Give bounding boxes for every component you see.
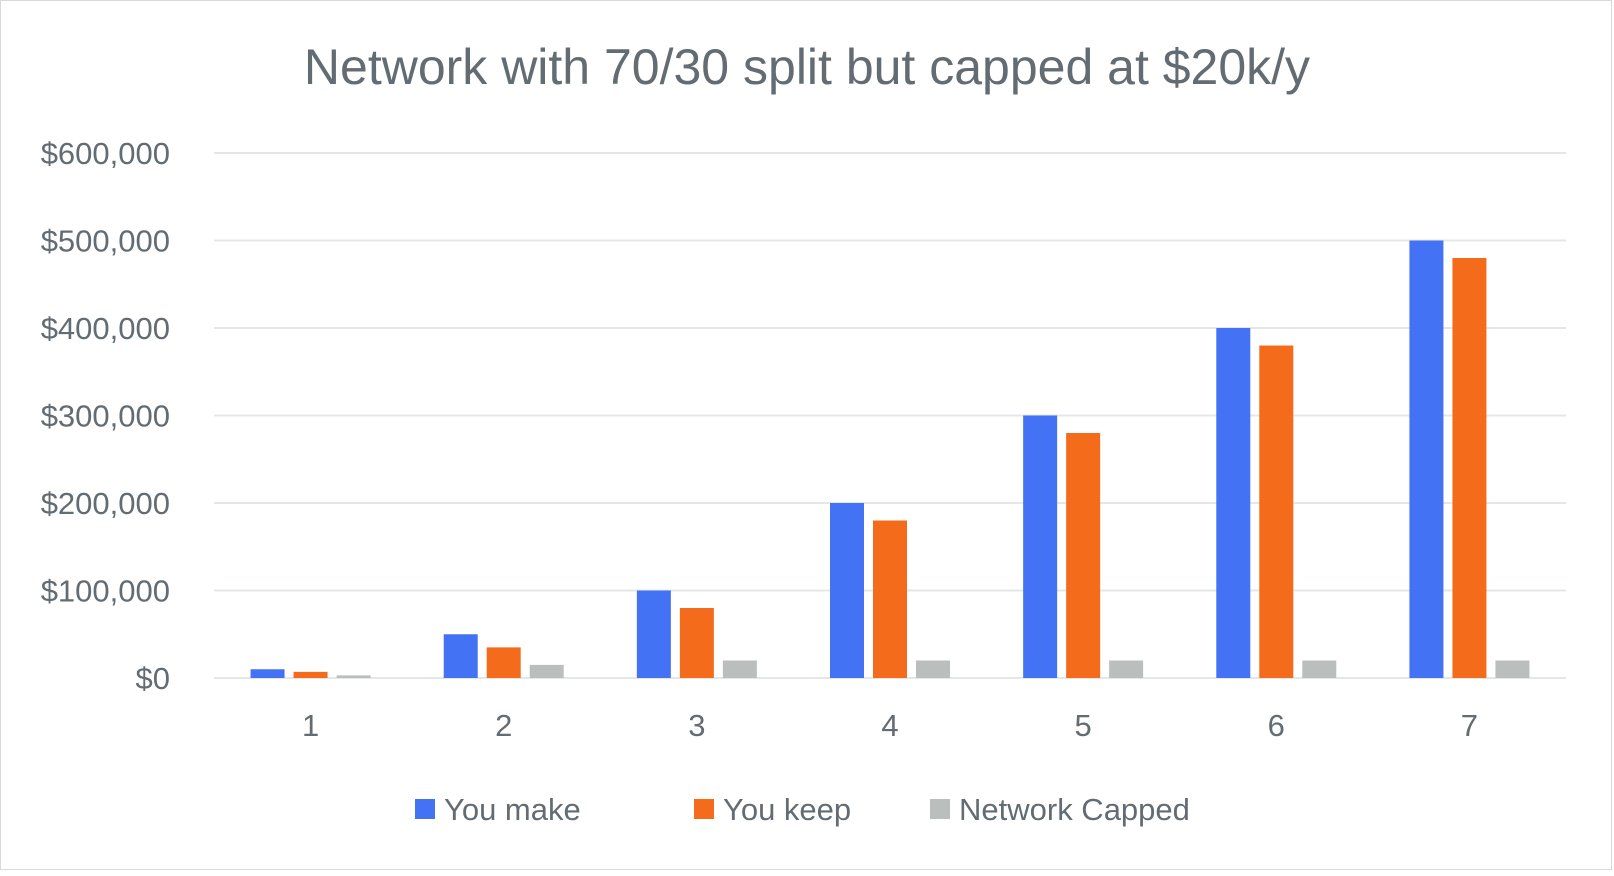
x-tick-label: 4 <box>881 708 898 743</box>
bar-you-make <box>250 669 285 678</box>
y-tick-label: $500,000 <box>41 224 170 259</box>
bar-you-keep <box>1259 345 1294 678</box>
bar-network-capped <box>1109 660 1144 678</box>
legend-label: Network Capped <box>959 792 1190 827</box>
y-axis-ticks: $0 $100,000 $200,000 $300,000 $400,000 $500,0… <box>41 136 170 696</box>
x-tick-label: 3 <box>688 708 705 743</box>
gridlines <box>214 152 1566 679</box>
y-tick-label: $0 <box>136 661 170 696</box>
y-tick-label: $100,000 <box>41 574 170 609</box>
x-tick-label: 5 <box>1075 708 1092 743</box>
bars <box>250 240 1530 678</box>
bar-you-make <box>1216 328 1251 678</box>
x-tick-label: 6 <box>1268 708 1285 743</box>
x-axis-ticks: 1 2 3 4 5 6 7 <box>302 708 1478 743</box>
y-tick-label: $300,000 <box>41 399 170 434</box>
bar-network-capped <box>529 664 564 678</box>
chart-title: Network with 70/30 split but capped at $… <box>304 39 1310 95</box>
bar-you-make <box>636 590 671 678</box>
bar-you-keep <box>293 671 328 678</box>
bar-network-capped <box>1495 660 1530 678</box>
legend-swatch <box>930 799 950 819</box>
bar-you-make <box>1023 415 1058 678</box>
legend-label: You keep <box>723 792 851 827</box>
bar-you-keep <box>1452 258 1487 678</box>
bar-network-capped <box>336 675 371 678</box>
bar-you-keep <box>679 608 714 678</box>
legend-label: You make <box>444 792 581 827</box>
x-tick-label: 1 <box>302 708 319 743</box>
bar-you-make <box>1409 240 1444 678</box>
bar-you-make <box>443 634 478 678</box>
y-tick-label: $400,000 <box>41 311 170 346</box>
bar-you-keep <box>1066 433 1101 678</box>
bar-network-capped <box>916 660 950 678</box>
legend: You make You keep Network Capped <box>415 792 1190 827</box>
bar-you-keep <box>873 520 907 678</box>
legend-swatch <box>415 799 435 819</box>
y-tick-label: $600,000 <box>41 136 170 171</box>
bar-network-capped <box>722 660 757 678</box>
bar-you-keep <box>486 647 521 678</box>
y-tick-label: $200,000 <box>41 486 170 521</box>
bar-you-make <box>830 503 864 678</box>
x-tick-label: 7 <box>1461 708 1478 743</box>
legend-swatch <box>694 799 714 819</box>
bar-network-capped <box>1302 660 1337 678</box>
x-tick-label: 2 <box>495 708 512 743</box>
